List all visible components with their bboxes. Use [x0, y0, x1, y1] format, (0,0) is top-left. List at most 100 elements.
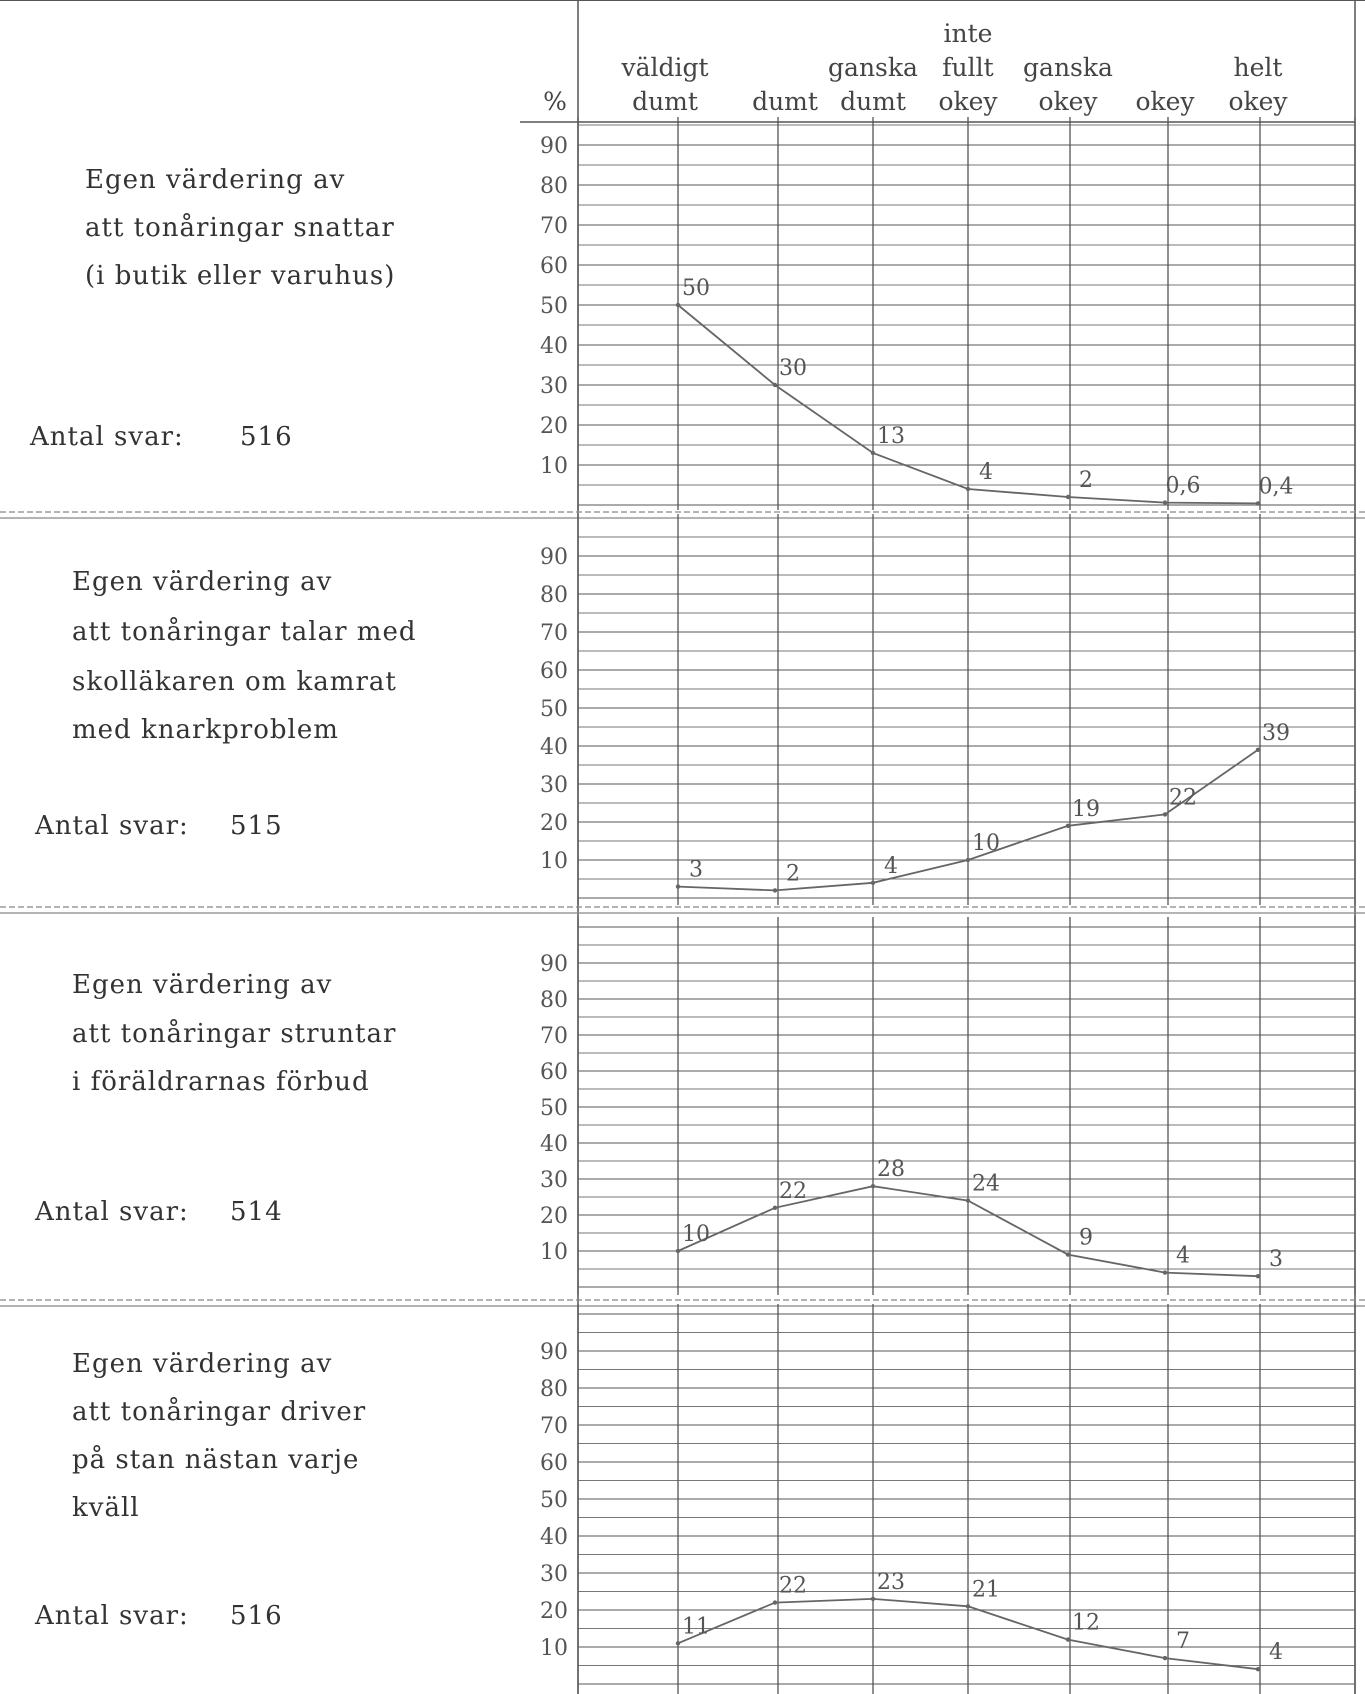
data-point	[772, 382, 778, 388]
data-label: 11	[682, 1614, 710, 1639]
column-header-text: väldigt	[620, 53, 708, 82]
y-tick-label: 80	[540, 988, 568, 1013]
y-tick-label: 50	[540, 1488, 568, 1513]
data-label: 7	[1176, 1629, 1190, 1654]
y-tick-label: 90	[540, 134, 568, 159]
y-tick-label: 40	[540, 1525, 568, 1550]
y-tick-label: 40	[540, 334, 568, 359]
data-point	[1162, 1270, 1168, 1275]
data-label: 24	[972, 1172, 1000, 1197]
y-tick-label: 30	[540, 1168, 568, 1193]
panel-title-line: att tonåringar talar med	[72, 616, 416, 647]
antal-svar-label: Antal svar:	[34, 1601, 189, 1631]
data-label: 10	[682, 1222, 710, 1247]
data-point	[675, 302, 681, 308]
data-label: 4	[979, 460, 993, 485]
panel-title-line: med knarkproblem	[72, 715, 339, 745]
antal-svar-label: Antal svar:	[34, 811, 189, 841]
y-tick-label: 50	[540, 697, 568, 722]
column-header-text: dumt	[840, 87, 906, 116]
column-header-text: ganska	[828, 53, 918, 82]
y-tick-label: 70	[540, 214, 568, 239]
y-tick-label: 80	[540, 1377, 568, 1402]
data-point	[965, 486, 971, 492]
y-tick-label: 60	[540, 1451, 568, 1476]
data-label: 19	[1072, 797, 1100, 822]
data-label: 22	[779, 1179, 807, 1204]
column-header-text: fullt	[942, 53, 993, 82]
data-point	[772, 888, 778, 893]
column-header-text: okey	[1038, 87, 1098, 116]
panel-title-line: att tonåringar driver	[72, 1396, 366, 1427]
y-tick-label: 10	[540, 1240, 568, 1265]
y-tick-label: 10	[540, 1636, 568, 1661]
y-tick-label: 20	[540, 1204, 568, 1229]
data-label: 50	[682, 276, 710, 301]
panel-title-line: kväll	[72, 1493, 140, 1523]
data-point	[870, 880, 876, 885]
data-label: 13	[877, 424, 905, 449]
column-header-text: ganska	[1023, 53, 1113, 82]
panel-title-line: Egen värdering av	[72, 567, 332, 597]
y-tick-label: 30	[540, 1562, 568, 1587]
data-label: 4	[1269, 1640, 1283, 1665]
data-label: 12	[1072, 1611, 1100, 1636]
y-tick-label: 30	[540, 374, 568, 399]
antal-svar-value: 516	[240, 422, 293, 452]
data-label: 3	[689, 858, 703, 883]
column-header-text: inte	[944, 19, 993, 48]
y-tick-label: 20	[540, 1599, 568, 1624]
panel-title-line: Egen värdering av	[72, 970, 332, 1000]
data-point	[675, 1641, 681, 1646]
data-point	[1065, 823, 1071, 828]
panel-title-line: Egen värdering av	[72, 1349, 332, 1379]
antal-svar-value: 514	[230, 1197, 283, 1227]
data-label: 22	[1169, 785, 1197, 810]
data-label: 21	[972, 1577, 1000, 1602]
y-tick-label: 70	[540, 621, 568, 646]
data-point	[965, 1198, 971, 1203]
data-label: 39	[1262, 721, 1290, 746]
data-point	[965, 1604, 971, 1609]
data-label: 4	[1176, 1244, 1190, 1269]
panel-title-line: i föräldrarnas förbud	[72, 1067, 370, 1097]
y-tick-label: 20	[540, 811, 568, 836]
y-tick-label: 60	[540, 254, 568, 279]
y-tick-label: 50	[540, 294, 568, 319]
data-point	[1162, 812, 1168, 817]
data-label: 4	[884, 854, 898, 879]
data-point	[675, 1248, 681, 1254]
data-point	[1065, 1252, 1071, 1257]
column-header-text: dumt	[752, 87, 818, 116]
y-tick-label: 40	[540, 1132, 568, 1157]
data-point	[1065, 1637, 1071, 1642]
data-label: 0,6	[1166, 474, 1201, 499]
column-header-text: okey	[938, 87, 998, 116]
antal-svar-value: 516	[230, 1601, 283, 1631]
y-tick-label: 60	[540, 659, 568, 684]
panel-title-line: skolläkaren om kamrat	[72, 667, 397, 697]
data-point	[1255, 1274, 1261, 1279]
y-tick-label: 50	[540, 1096, 568, 1121]
antal-svar-label: Antal svar:	[29, 422, 184, 452]
y-tick-label: 90	[540, 1340, 568, 1365]
y-tick-label: 10	[540, 849, 568, 874]
data-point	[870, 450, 876, 456]
data-point	[1065, 494, 1071, 500]
data-point	[1255, 747, 1261, 752]
percent-axis-label: %	[543, 87, 567, 116]
data-point	[772, 1205, 778, 1211]
y-tick-label: 40	[540, 735, 568, 760]
column-header-text: okey	[1135, 87, 1195, 116]
data-point	[1162, 500, 1168, 505]
y-tick-label: 80	[540, 583, 568, 608]
data-label: 30	[779, 356, 807, 381]
y-tick-label: 60	[540, 1060, 568, 1085]
data-label: 22	[779, 1574, 807, 1599]
data-point	[772, 1600, 778, 1605]
y-tick-label: 20	[540, 414, 568, 439]
y-tick-label: 10	[540, 454, 568, 479]
data-point	[675, 884, 681, 889]
data-label: 23	[877, 1570, 905, 1595]
